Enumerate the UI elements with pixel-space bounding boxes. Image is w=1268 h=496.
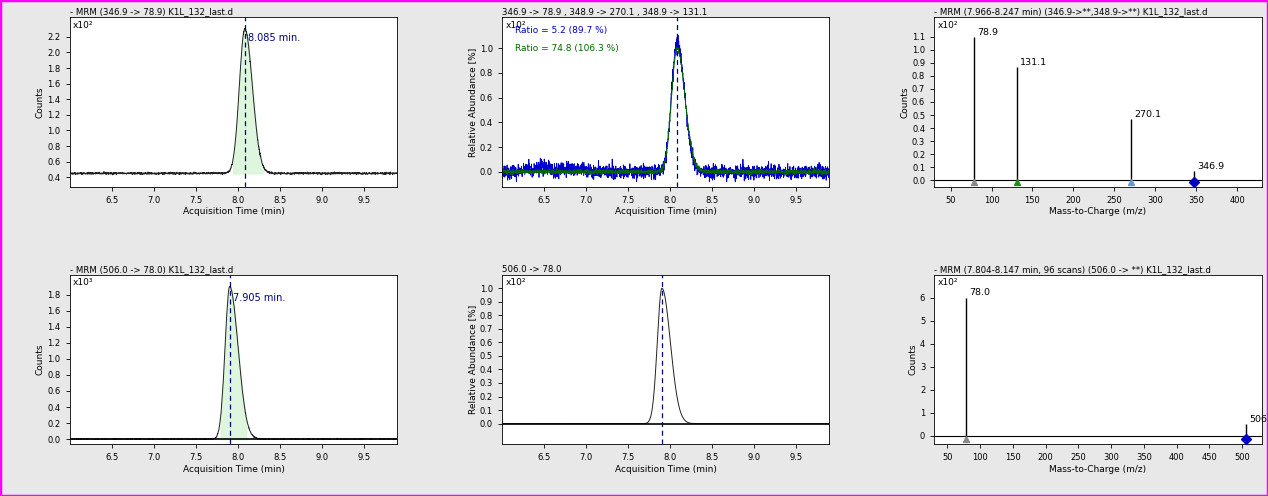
Y-axis label: Relative Abundance [%]: Relative Abundance [%] (468, 305, 477, 414)
Text: 78.0: 78.0 (969, 288, 990, 298)
Text: - MRM (346.9 -> 78.9) K1L_132_last.d: - MRM (346.9 -> 78.9) K1L_132_last.d (70, 7, 233, 16)
Text: x10²: x10² (505, 278, 526, 287)
Text: x10²: x10² (937, 278, 959, 287)
Text: x10²: x10² (505, 21, 526, 30)
X-axis label: Acquisition Time (min): Acquisition Time (min) (183, 465, 284, 474)
Text: - MRM (506.0 -> 78.0) K1L_132_last.d: - MRM (506.0 -> 78.0) K1L_132_last.d (70, 265, 233, 274)
X-axis label: Mass-to-Charge (m/z): Mass-to-Charge (m/z) (1050, 207, 1146, 216)
Text: x10²: x10² (937, 21, 959, 30)
X-axis label: Acquisition Time (min): Acquisition Time (min) (615, 465, 716, 474)
Y-axis label: Counts: Counts (908, 344, 917, 375)
Text: 8.085 min.: 8.085 min. (249, 33, 301, 43)
X-axis label: Acquisition Time (min): Acquisition Time (min) (183, 207, 284, 216)
Text: - MRM (7.966-8.247 min) (346.9->**,348.9->**) K1L_132_last.d: - MRM (7.966-8.247 min) (346.9->**,348.9… (935, 7, 1207, 16)
Text: Ratio = 5.2 (89.7 %): Ratio = 5.2 (89.7 %) (515, 26, 607, 35)
Text: 346.9 -> 78.9 , 348.9 -> 270.1 , 348.9 -> 131.1: 346.9 -> 78.9 , 348.9 -> 270.1 , 348.9 -… (502, 7, 708, 16)
Y-axis label: Counts: Counts (36, 344, 44, 375)
Text: 506.0: 506.0 (1249, 415, 1268, 424)
Y-axis label: Counts: Counts (36, 86, 44, 118)
Y-axis label: Relative Abundance [%]: Relative Abundance [%] (468, 48, 477, 157)
X-axis label: Acquisition Time (min): Acquisition Time (min) (615, 207, 716, 216)
Text: Ratio = 74.8 (106.3 %): Ratio = 74.8 (106.3 %) (515, 45, 619, 54)
Text: x10³: x10³ (74, 278, 94, 287)
Text: 7.905 min.: 7.905 min. (233, 293, 285, 303)
Text: 131.1: 131.1 (1021, 58, 1047, 67)
X-axis label: Mass-to-Charge (m/z): Mass-to-Charge (m/z) (1050, 465, 1146, 474)
Text: 506.0 -> 78.0: 506.0 -> 78.0 (502, 265, 562, 274)
Text: 346.9: 346.9 (1197, 162, 1224, 171)
Y-axis label: Counts: Counts (900, 86, 909, 118)
Text: 270.1: 270.1 (1134, 110, 1161, 119)
Text: 78.9: 78.9 (978, 28, 998, 37)
Text: - MRM (7.804-8.147 min, 96 scans) (506.0 -> **) K1L_132_last.d: - MRM (7.804-8.147 min, 96 scans) (506.0… (935, 265, 1211, 274)
Text: x10²: x10² (74, 21, 94, 30)
